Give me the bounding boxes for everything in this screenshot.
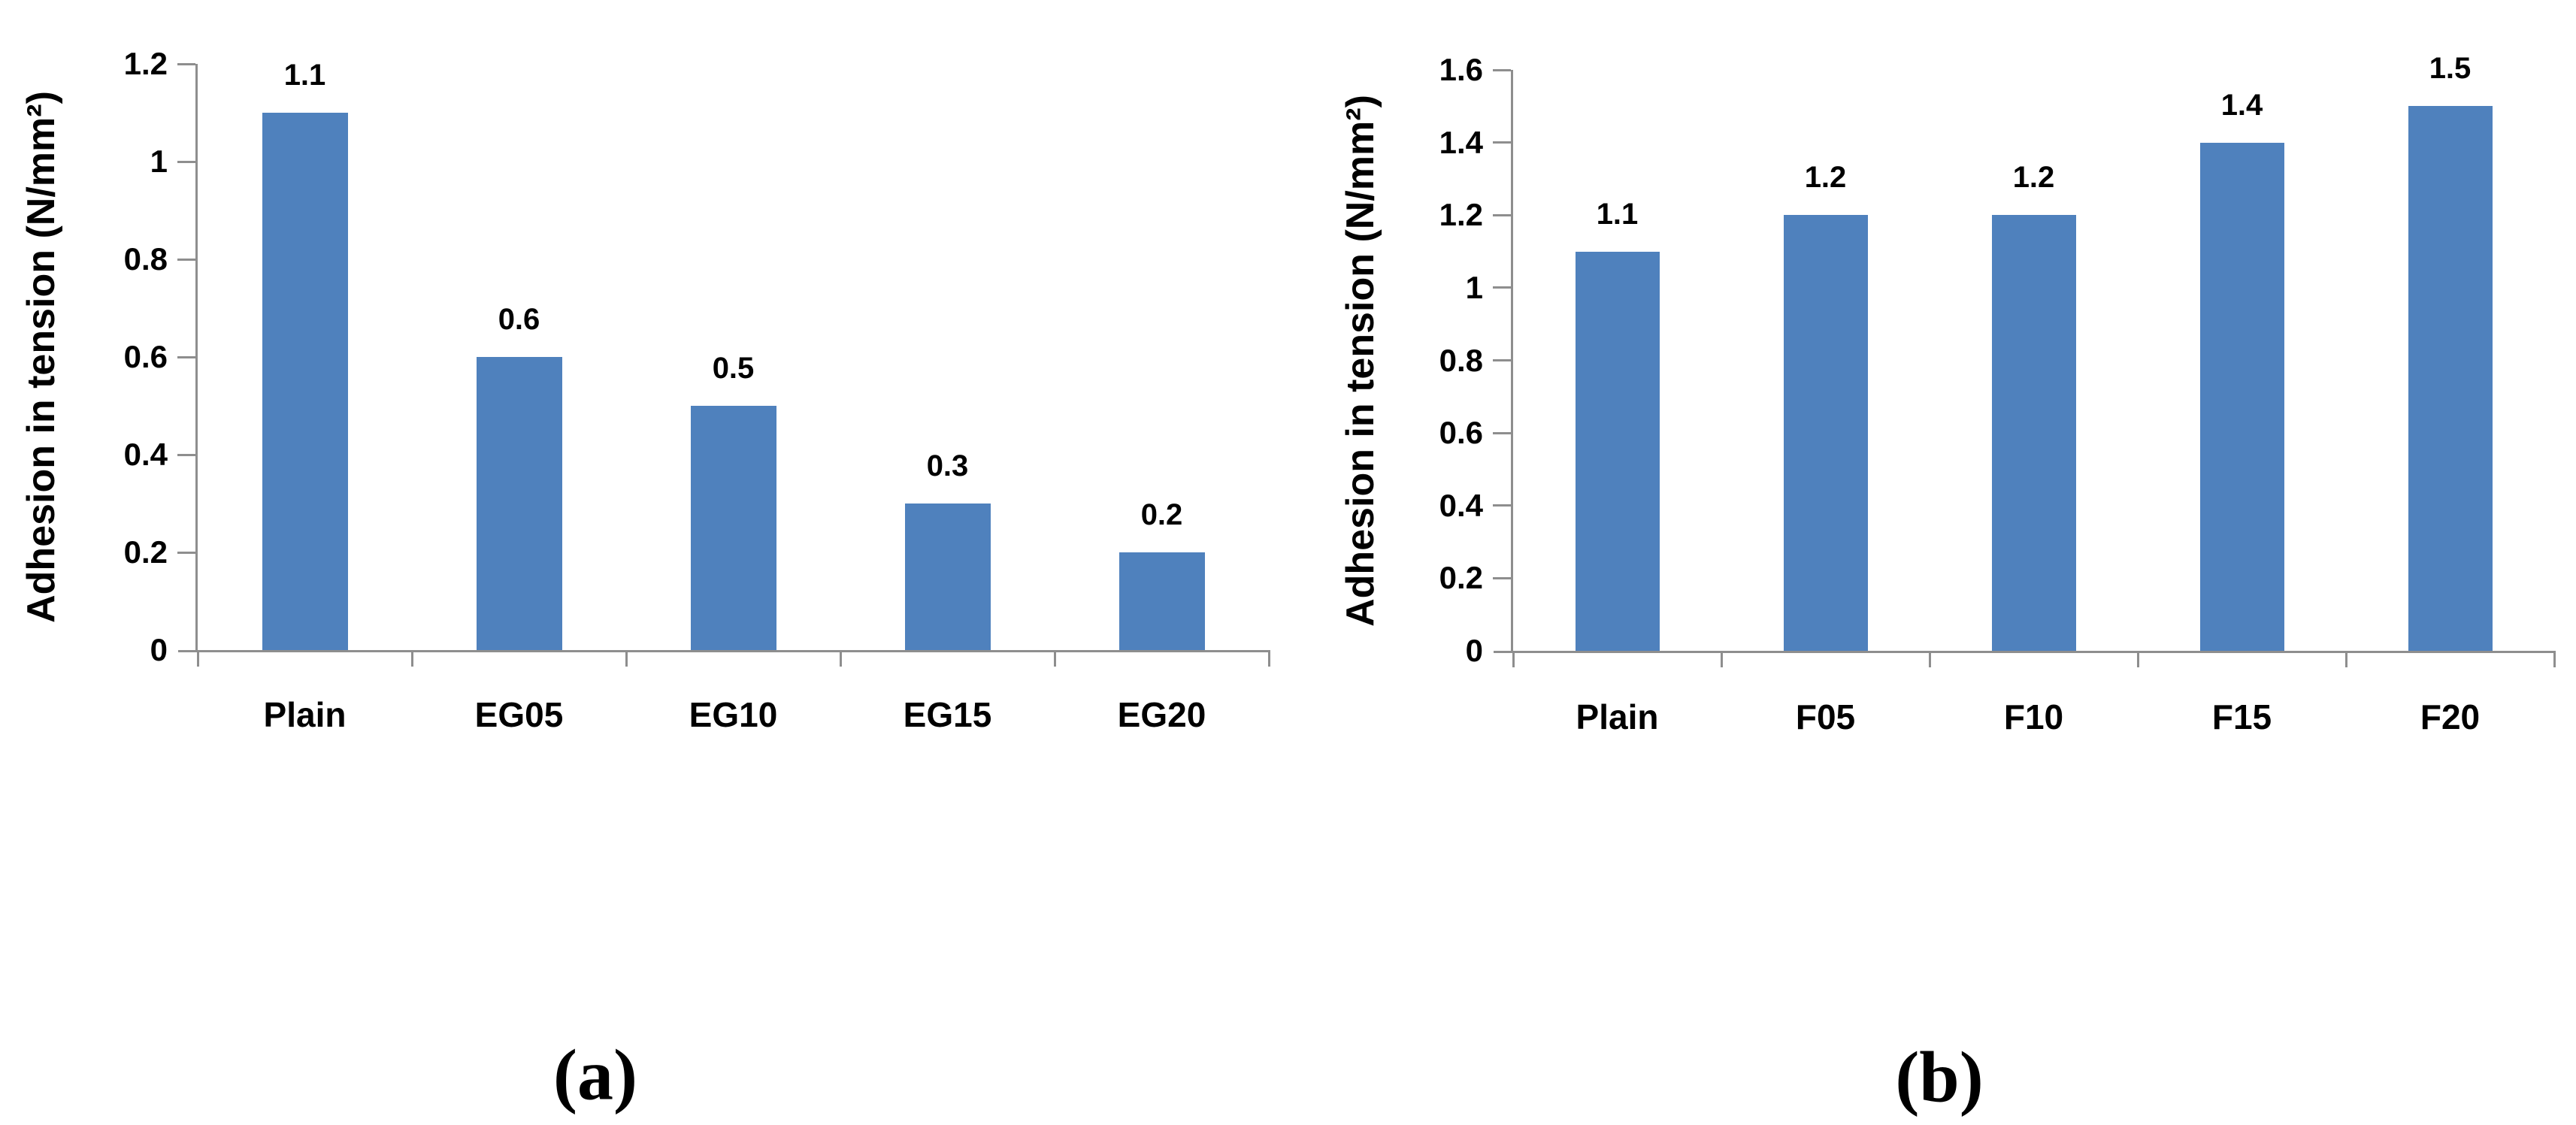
chart-a-bar-value-label: 0.5 bbox=[712, 352, 755, 385]
chart-b-y-tick-label: 1 bbox=[1465, 269, 1483, 305]
chart-a-x-category-label: EG15 bbox=[903, 695, 992, 734]
chart-b-bar-f10 bbox=[1991, 215, 2076, 651]
chart-b-bar-plain bbox=[1575, 251, 1660, 651]
chart-a-y-tick-mark bbox=[177, 160, 195, 163]
chart-a-y-tick-label: 0 bbox=[150, 632, 168, 667]
chart-b-y-tick-mark bbox=[1493, 213, 1511, 216]
chart-a-y-tick-mark bbox=[177, 551, 195, 554]
chart-a-x-category-label: EG10 bbox=[689, 695, 778, 734]
chart-b-y-tick-mark bbox=[1493, 141, 1511, 144]
chart-b-y-tick-label: 0 bbox=[1465, 633, 1483, 668]
chart-a-bar-eg20 bbox=[1118, 552, 1205, 650]
chart-a-x-category-label: Plain bbox=[263, 695, 347, 734]
chart-b-x-tick-mark bbox=[2553, 651, 2556, 667]
chart-a-y-tick-mark bbox=[177, 258, 195, 261]
chart-b-x-tick-mark bbox=[1512, 651, 1515, 667]
chart-b-y-tick-mark bbox=[1493, 431, 1511, 434]
chart-b-y-tick-mark bbox=[1493, 504, 1511, 507]
chart-b-x-tick-mark bbox=[2136, 651, 2139, 667]
chart-b-bar-f05 bbox=[1783, 215, 1868, 651]
chart-a-y-tick-mark bbox=[177, 453, 195, 456]
chart-b-y-tick-label: 0.8 bbox=[1439, 342, 1483, 378]
chart-b-bar-value-label: 1.5 bbox=[2429, 52, 2472, 86]
chart-b-y-tick-label: 1.4 bbox=[1439, 124, 1483, 160]
chart-b-bar-value-label: 1.2 bbox=[1804, 161, 1847, 195]
chart-b-bar-f20 bbox=[2408, 106, 2493, 651]
chart-b-y-tick-mark bbox=[1493, 68, 1511, 71]
chart-b-y-tick-label: 0.2 bbox=[1439, 560, 1483, 596]
chart-b-y-tick-mark bbox=[1493, 286, 1511, 289]
chart-a-x-tick-mark bbox=[839, 650, 842, 667]
chart-a-x-tick-mark bbox=[1267, 650, 1270, 667]
chart-a-x-axis-line bbox=[178, 650, 1269, 652]
chart-b-x-category-label: Plain bbox=[1576, 697, 1659, 736]
chart-b-x-category-label: F05 bbox=[1795, 697, 1856, 736]
chart-a-bar-eg10 bbox=[690, 406, 776, 650]
chart-b-y-tick-label: 0.4 bbox=[1439, 487, 1483, 523]
chart-a-y-tick-label: 0.6 bbox=[123, 339, 168, 374]
chart-b-y-tick-label: 0.6 bbox=[1439, 415, 1483, 451]
chart-a-y-tick-label: 0.4 bbox=[123, 437, 168, 472]
chart-b-bar-f15 bbox=[2199, 142, 2284, 651]
chart-a-y-tick-label: 0.2 bbox=[123, 534, 168, 570]
chart-b-x-axis-line bbox=[1494, 651, 2554, 653]
chart-b-x-category-label: F10 bbox=[2003, 697, 2064, 736]
chart-b-y-axis-line bbox=[1511, 70, 1513, 651]
chart-a-y-tick-mark bbox=[177, 355, 195, 358]
chart-a-bar-eg15 bbox=[904, 504, 991, 650]
chart-b-bar-value-label: 1.2 bbox=[2012, 161, 2055, 195]
caption-a: (a) bbox=[553, 1034, 637, 1115]
chart-a-bar-value-label: 1.1 bbox=[283, 59, 326, 92]
chart-b-x-tick-mark bbox=[1928, 651, 1931, 667]
chart-b-x-category-label: F15 bbox=[2211, 697, 2272, 736]
chart-b-x-tick-mark bbox=[1720, 651, 1723, 667]
chart-b-x-tick-mark bbox=[2344, 651, 2347, 667]
chart-a-x-category-label: EG20 bbox=[1117, 695, 1206, 734]
chart-b-bar-value-label: 1.1 bbox=[1596, 197, 1639, 231]
chart-a-x-tick-mark bbox=[625, 650, 628, 667]
chart-a-bar-eg05 bbox=[476, 357, 562, 650]
chart-a-x-category-label: EG05 bbox=[474, 695, 564, 734]
chart-b-bar-value-label: 1.4 bbox=[2220, 88, 2263, 122]
chart-a-y-tick-label: 1 bbox=[150, 144, 168, 179]
chart-a-x-tick-mark bbox=[410, 650, 413, 667]
chart-a-y-tick-label: 1.2 bbox=[123, 46, 168, 81]
chart-a-x-tick-mark bbox=[1053, 650, 1056, 667]
chart-b-y-tick-label: 1.2 bbox=[1439, 197, 1483, 233]
chart-b-y-tick-mark bbox=[1493, 576, 1511, 579]
chart-a-bar-value-label: 0.3 bbox=[926, 449, 969, 482]
chart-a-y-axis-line bbox=[195, 64, 198, 650]
chart-b-y-tick-mark bbox=[1493, 359, 1511, 361]
chart-a-bar-value-label: 0.2 bbox=[1140, 498, 1183, 531]
caption-b: (b) bbox=[1895, 1036, 1984, 1117]
chart-a-bar-value-label: 0.6 bbox=[498, 303, 540, 336]
chart-b-y-tick-label: 1.6 bbox=[1439, 52, 1483, 87]
chart-a-y-tick-label: 0.8 bbox=[123, 241, 168, 277]
chart-b-x-category-label: F20 bbox=[2420, 697, 2481, 736]
chart-a-x-tick-mark bbox=[196, 650, 199, 667]
chart-a-bar-plain bbox=[262, 113, 348, 650]
chart-a-y-tick-mark bbox=[177, 62, 195, 65]
